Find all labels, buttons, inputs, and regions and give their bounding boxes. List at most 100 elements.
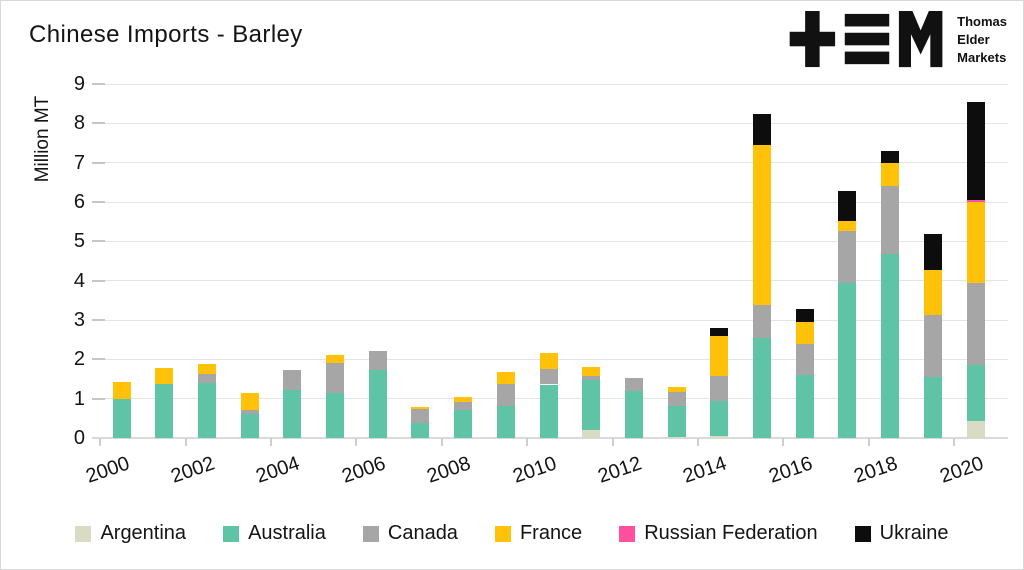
- bar-2017-canada: [838, 230, 857, 283]
- bar-2000-australia: [112, 398, 131, 438]
- y-tick-label-2: 2: [73, 348, 85, 371]
- legend-item-russian-federation: Russian Federation: [619, 522, 818, 545]
- bar-2011-france: [582, 366, 601, 376]
- gridline-y-4: [101, 280, 1008, 282]
- gridline-y-8: [101, 122, 1008, 124]
- legend-item-australia: Australia: [223, 522, 326, 545]
- bar-2015-ukraine: [753, 113, 771, 145]
- y-tick-label-5: 5: [73, 230, 85, 253]
- bar-2003-france: [240, 393, 259, 411]
- legend-swatch-icon: [75, 525, 92, 542]
- y-tick-label-0: 0: [73, 427, 85, 449]
- bar-2009-france: [496, 372, 515, 385]
- y-tick-label-9: 9: [73, 73, 85, 95]
- y-tick-label-7: 7: [73, 151, 85, 174]
- bar-2000-france: [112, 381, 131, 399]
- x-tick-4: [440, 438, 443, 446]
- bar-2018-australia: [881, 253, 900, 438]
- y-tick-label-8: 8: [73, 112, 85, 135]
- x-tick-3: [355, 438, 358, 446]
- bar-2017-australia: [838, 282, 857, 438]
- y-tick-label-6: 6: [73, 191, 85, 213]
- bar-2020-ukraine: [966, 102, 985, 201]
- legend-label: France: [519, 522, 583, 544]
- bar-2015-canada: [753, 305, 771, 338]
- y-tick-2: [92, 358, 105, 361]
- page-title: Chinese Imports - Barley: [29, 21, 303, 48]
- bar-2009-canada: [496, 384, 515, 407]
- bar-2003-australia: [240, 414, 259, 438]
- bar-2007-france: [411, 406, 430, 409]
- bar-2007-australia: [411, 422, 430, 438]
- x-tick-9: [867, 438, 870, 446]
- y-tick-label-3: 3: [73, 309, 85, 331]
- bar-2016-ukraine: [795, 309, 814, 322]
- bar-2020-canada: [966, 282, 985, 365]
- bar-2012-canada: [624, 377, 643, 391]
- bar-2002-france: [197, 364, 216, 375]
- x-tick-10: [953, 438, 956, 446]
- bar-2007-canada: [411, 408, 430, 423]
- bar-2020-australia: [966, 364, 985, 422]
- y-tick-4: [92, 279, 105, 282]
- gridline-y-9: [101, 83, 1008, 85]
- bar-2009-australia: [496, 406, 515, 438]
- x-tick-8: [782, 438, 785, 446]
- x-tick-7: [696, 438, 699, 446]
- tem-logo: Thomas Elder Markets: [787, 11, 1007, 69]
- bar-2001-france: [155, 368, 174, 385]
- logo-line-3: Markets: [957, 50, 1007, 66]
- bar-2011-australia: [582, 379, 601, 431]
- y-tick-8: [92, 122, 105, 125]
- bar-2001-australia: [155, 384, 174, 438]
- bar-2004-canada: [283, 369, 302, 391]
- bar-2013-canada: [667, 392, 686, 407]
- bar-2005-france: [326, 355, 344, 364]
- legend-item-canada: Canada: [362, 522, 458, 545]
- y-tick-7: [92, 161, 105, 164]
- gridline-y-3: [101, 319, 1008, 321]
- legend-item-france: France: [494, 522, 583, 545]
- y-tick-9: [92, 83, 105, 85]
- bar-2020-russian-federation: [966, 200, 985, 203]
- gridline-y-5: [101, 240, 1008, 242]
- y-tick-label-1: 1: [73, 387, 85, 410]
- bar-2015-france: [753, 144, 771, 306]
- bar-2017-ukraine: [838, 191, 857, 222]
- bar-2013-france: [667, 387, 686, 393]
- bar-2014-australia: [710, 400, 729, 436]
- bar-2018-canada: [881, 186, 900, 254]
- x-tick-5: [526, 438, 529, 446]
- bar-2020-argentina: [966, 421, 985, 438]
- bar-2016-australia: [795, 375, 814, 438]
- bar-2006-australia: [368, 370, 387, 438]
- bar-2010-france: [539, 353, 558, 369]
- legend-item-argentina: Argentina: [75, 522, 186, 545]
- bar-2018-france: [881, 163, 900, 187]
- bar-2008-canada: [454, 402, 473, 411]
- bar-2014-france: [710, 336, 729, 376]
- x-tick-2: [269, 438, 272, 446]
- bar-2005-australia: [326, 393, 344, 438]
- legend-label: Australia: [248, 522, 326, 544]
- bar-2014-canada: [710, 375, 729, 401]
- x-tick-6: [611, 438, 614, 446]
- legend-item-ukraine: Ukraine: [854, 522, 949, 545]
- y-tick-5: [92, 240, 105, 243]
- bar-2003-canada: [240, 410, 259, 415]
- bar-2019-france: [923, 269, 942, 316]
- bar-2012-australia: [624, 390, 643, 438]
- gridline-y-7: [101, 162, 1008, 164]
- bar-2004-australia: [283, 390, 302, 438]
- legend-swatch-icon: [619, 525, 636, 542]
- legend-label: Canada: [387, 522, 458, 544]
- bar-2006-canada: [368, 351, 387, 371]
- legend: Argentina Australia Canada France Russian Fe…: [1, 522, 1023, 545]
- bar-2013-australia: [667, 406, 686, 437]
- legend-swatch-icon: [362, 525, 379, 542]
- bar-2017-france: [838, 221, 857, 231]
- legend-swatch-icon: [494, 525, 511, 542]
- y-tick-3: [92, 319, 105, 321]
